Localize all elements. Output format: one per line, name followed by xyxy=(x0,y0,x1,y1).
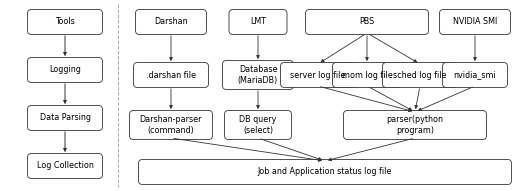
Text: Logging: Logging xyxy=(49,66,81,74)
FancyBboxPatch shape xyxy=(332,62,401,87)
Text: Log Collection: Log Collection xyxy=(36,162,93,171)
Text: LMT: LMT xyxy=(250,18,266,27)
FancyBboxPatch shape xyxy=(28,105,102,130)
FancyBboxPatch shape xyxy=(382,62,458,87)
Text: Data Parsing: Data Parsing xyxy=(39,113,91,122)
FancyBboxPatch shape xyxy=(224,111,291,139)
Text: parser(python
program): parser(python program) xyxy=(387,115,443,135)
FancyBboxPatch shape xyxy=(223,61,293,90)
FancyBboxPatch shape xyxy=(442,62,507,87)
Text: Job and Application status log file: Job and Application status log file xyxy=(258,168,392,176)
FancyBboxPatch shape xyxy=(306,10,429,35)
FancyBboxPatch shape xyxy=(139,159,511,185)
FancyBboxPatch shape xyxy=(134,62,208,87)
Text: Tools: Tools xyxy=(55,18,75,27)
FancyBboxPatch shape xyxy=(136,10,206,35)
FancyBboxPatch shape xyxy=(344,111,486,139)
Text: NVIDIA SMI: NVIDIA SMI xyxy=(453,18,497,27)
FancyBboxPatch shape xyxy=(28,10,102,35)
Text: Database
(MariaDB): Database (MariaDB) xyxy=(238,65,278,85)
FancyBboxPatch shape xyxy=(28,154,102,179)
FancyBboxPatch shape xyxy=(439,10,510,35)
Text: DB query
(select): DB query (select) xyxy=(239,115,276,135)
FancyBboxPatch shape xyxy=(130,111,212,139)
Text: nvidia_smi: nvidia_smi xyxy=(454,70,496,79)
FancyBboxPatch shape xyxy=(229,10,287,35)
FancyBboxPatch shape xyxy=(281,62,355,87)
Text: sched log file: sched log file xyxy=(393,70,447,79)
Text: PBS: PBS xyxy=(359,18,375,27)
Text: server log file: server log file xyxy=(290,70,346,79)
Text: Darshan: Darshan xyxy=(154,18,188,27)
Text: mom log file: mom log file xyxy=(342,70,392,79)
FancyBboxPatch shape xyxy=(28,57,102,83)
Text: Darshan-parser
(command): Darshan-parser (command) xyxy=(140,115,202,135)
Text: .darshan file: .darshan file xyxy=(146,70,196,79)
